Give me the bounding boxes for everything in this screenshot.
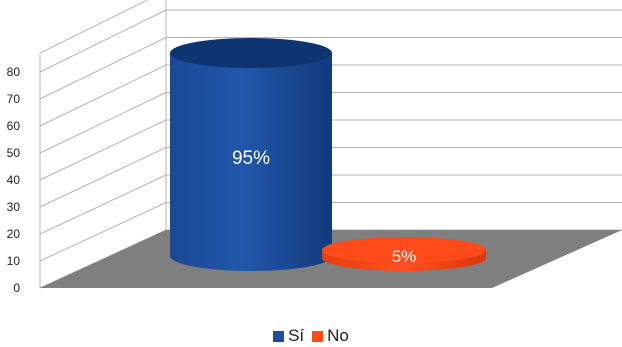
legend-item-si: Sí (273, 326, 304, 346)
y-tick-label: 80 (7, 65, 21, 79)
y-tick-label: 0 (13, 281, 20, 295)
y-tick-label: 10 (7, 254, 21, 268)
cylinder-body (170, 53, 332, 271)
data-label-no: 5% (392, 247, 417, 266)
legend-label-no: No (327, 326, 349, 345)
cylinder-top (170, 38, 332, 68)
cylinder-top (322, 237, 486, 263)
labels: 0 10 20 30 40 50 60 70 80 95% 5% (7, 65, 417, 295)
legend-item-no: No (312, 326, 349, 346)
side-gridline (39, 64, 167, 127)
side-gridline (39, 174, 167, 235)
side-gridline (39, 37, 167, 100)
legend: Sí No (0, 326, 622, 346)
y-tick-label: 40 (7, 173, 21, 187)
y-tick-label: 60 (7, 119, 21, 133)
y-tick-label: 30 (7, 200, 21, 214)
data-label-si: 95% (232, 148, 270, 169)
legend-label-si: Sí (288, 326, 305, 345)
bars (170, 38, 486, 271)
side-gridline (39, 119, 167, 181)
bar-no (322, 237, 486, 271)
bar-si (170, 38, 332, 271)
y-tick-label: 20 (7, 227, 21, 241)
legend-swatch-si (273, 330, 285, 342)
side-gridline (39, 92, 167, 154)
y-tick-label: 50 (7, 146, 21, 160)
side-gridline (39, 9, 167, 73)
side-gridline (39, 147, 167, 208)
legend-swatch-no (312, 330, 324, 342)
side-gridline (39, 202, 167, 262)
side-gridline-top (39, 0, 149, 54)
y-tick-label: 70 (7, 92, 21, 106)
